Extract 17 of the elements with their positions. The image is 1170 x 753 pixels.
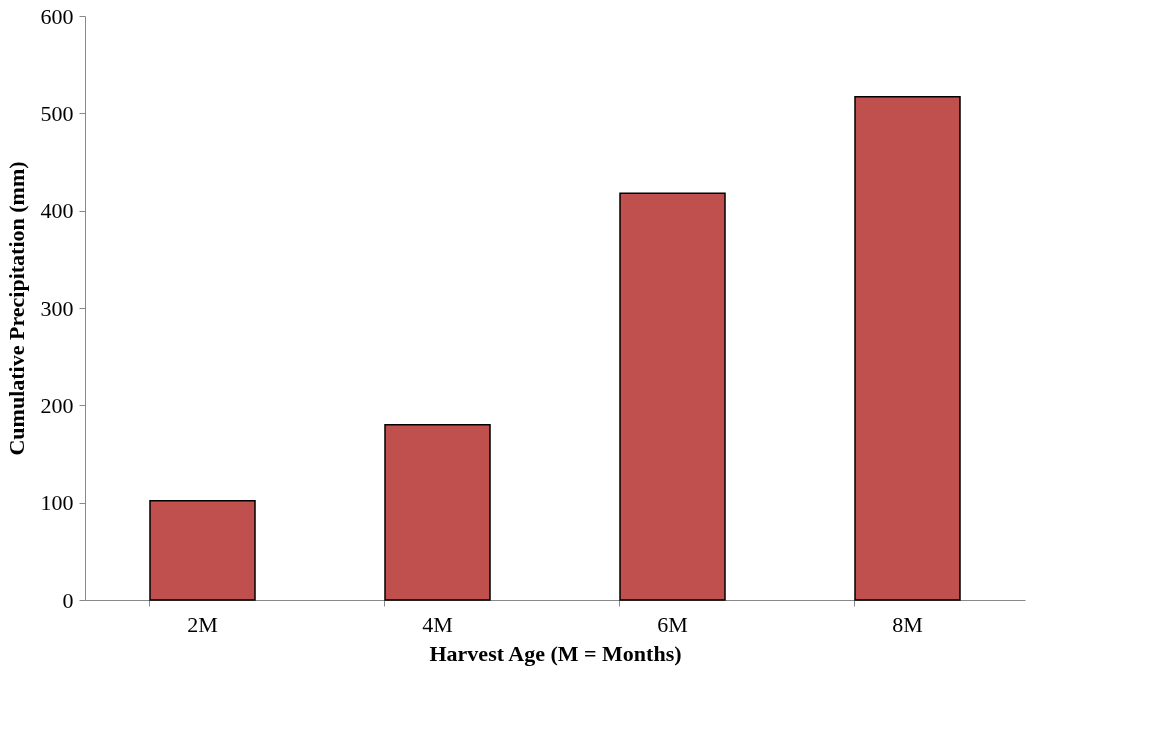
bar: [149, 499, 256, 601]
x-tick-label: 8M: [892, 611, 923, 637]
bar: [384, 424, 491, 601]
y-tick-label: 200: [40, 392, 74, 418]
y-tick-label: 100: [40, 490, 74, 516]
x-tick-label: 4M: [422, 611, 453, 637]
bar: [619, 192, 726, 601]
bar: [854, 96, 961, 601]
x-tick-label: 6M: [657, 611, 688, 637]
x-axis-title: Harvest Age (M = Months): [429, 640, 682, 666]
y-tick-label: 300: [40, 295, 74, 321]
y-tick-label: 500: [40, 100, 74, 126]
x-tick-label: 2M: [187, 611, 218, 637]
y-axis-title: Cumulative Precipitation (mm): [3, 161, 29, 456]
y-tick-label: 600: [40, 3, 74, 29]
y-tick-label: 400: [40, 198, 74, 224]
y-tick-label: 0: [62, 587, 74, 613]
